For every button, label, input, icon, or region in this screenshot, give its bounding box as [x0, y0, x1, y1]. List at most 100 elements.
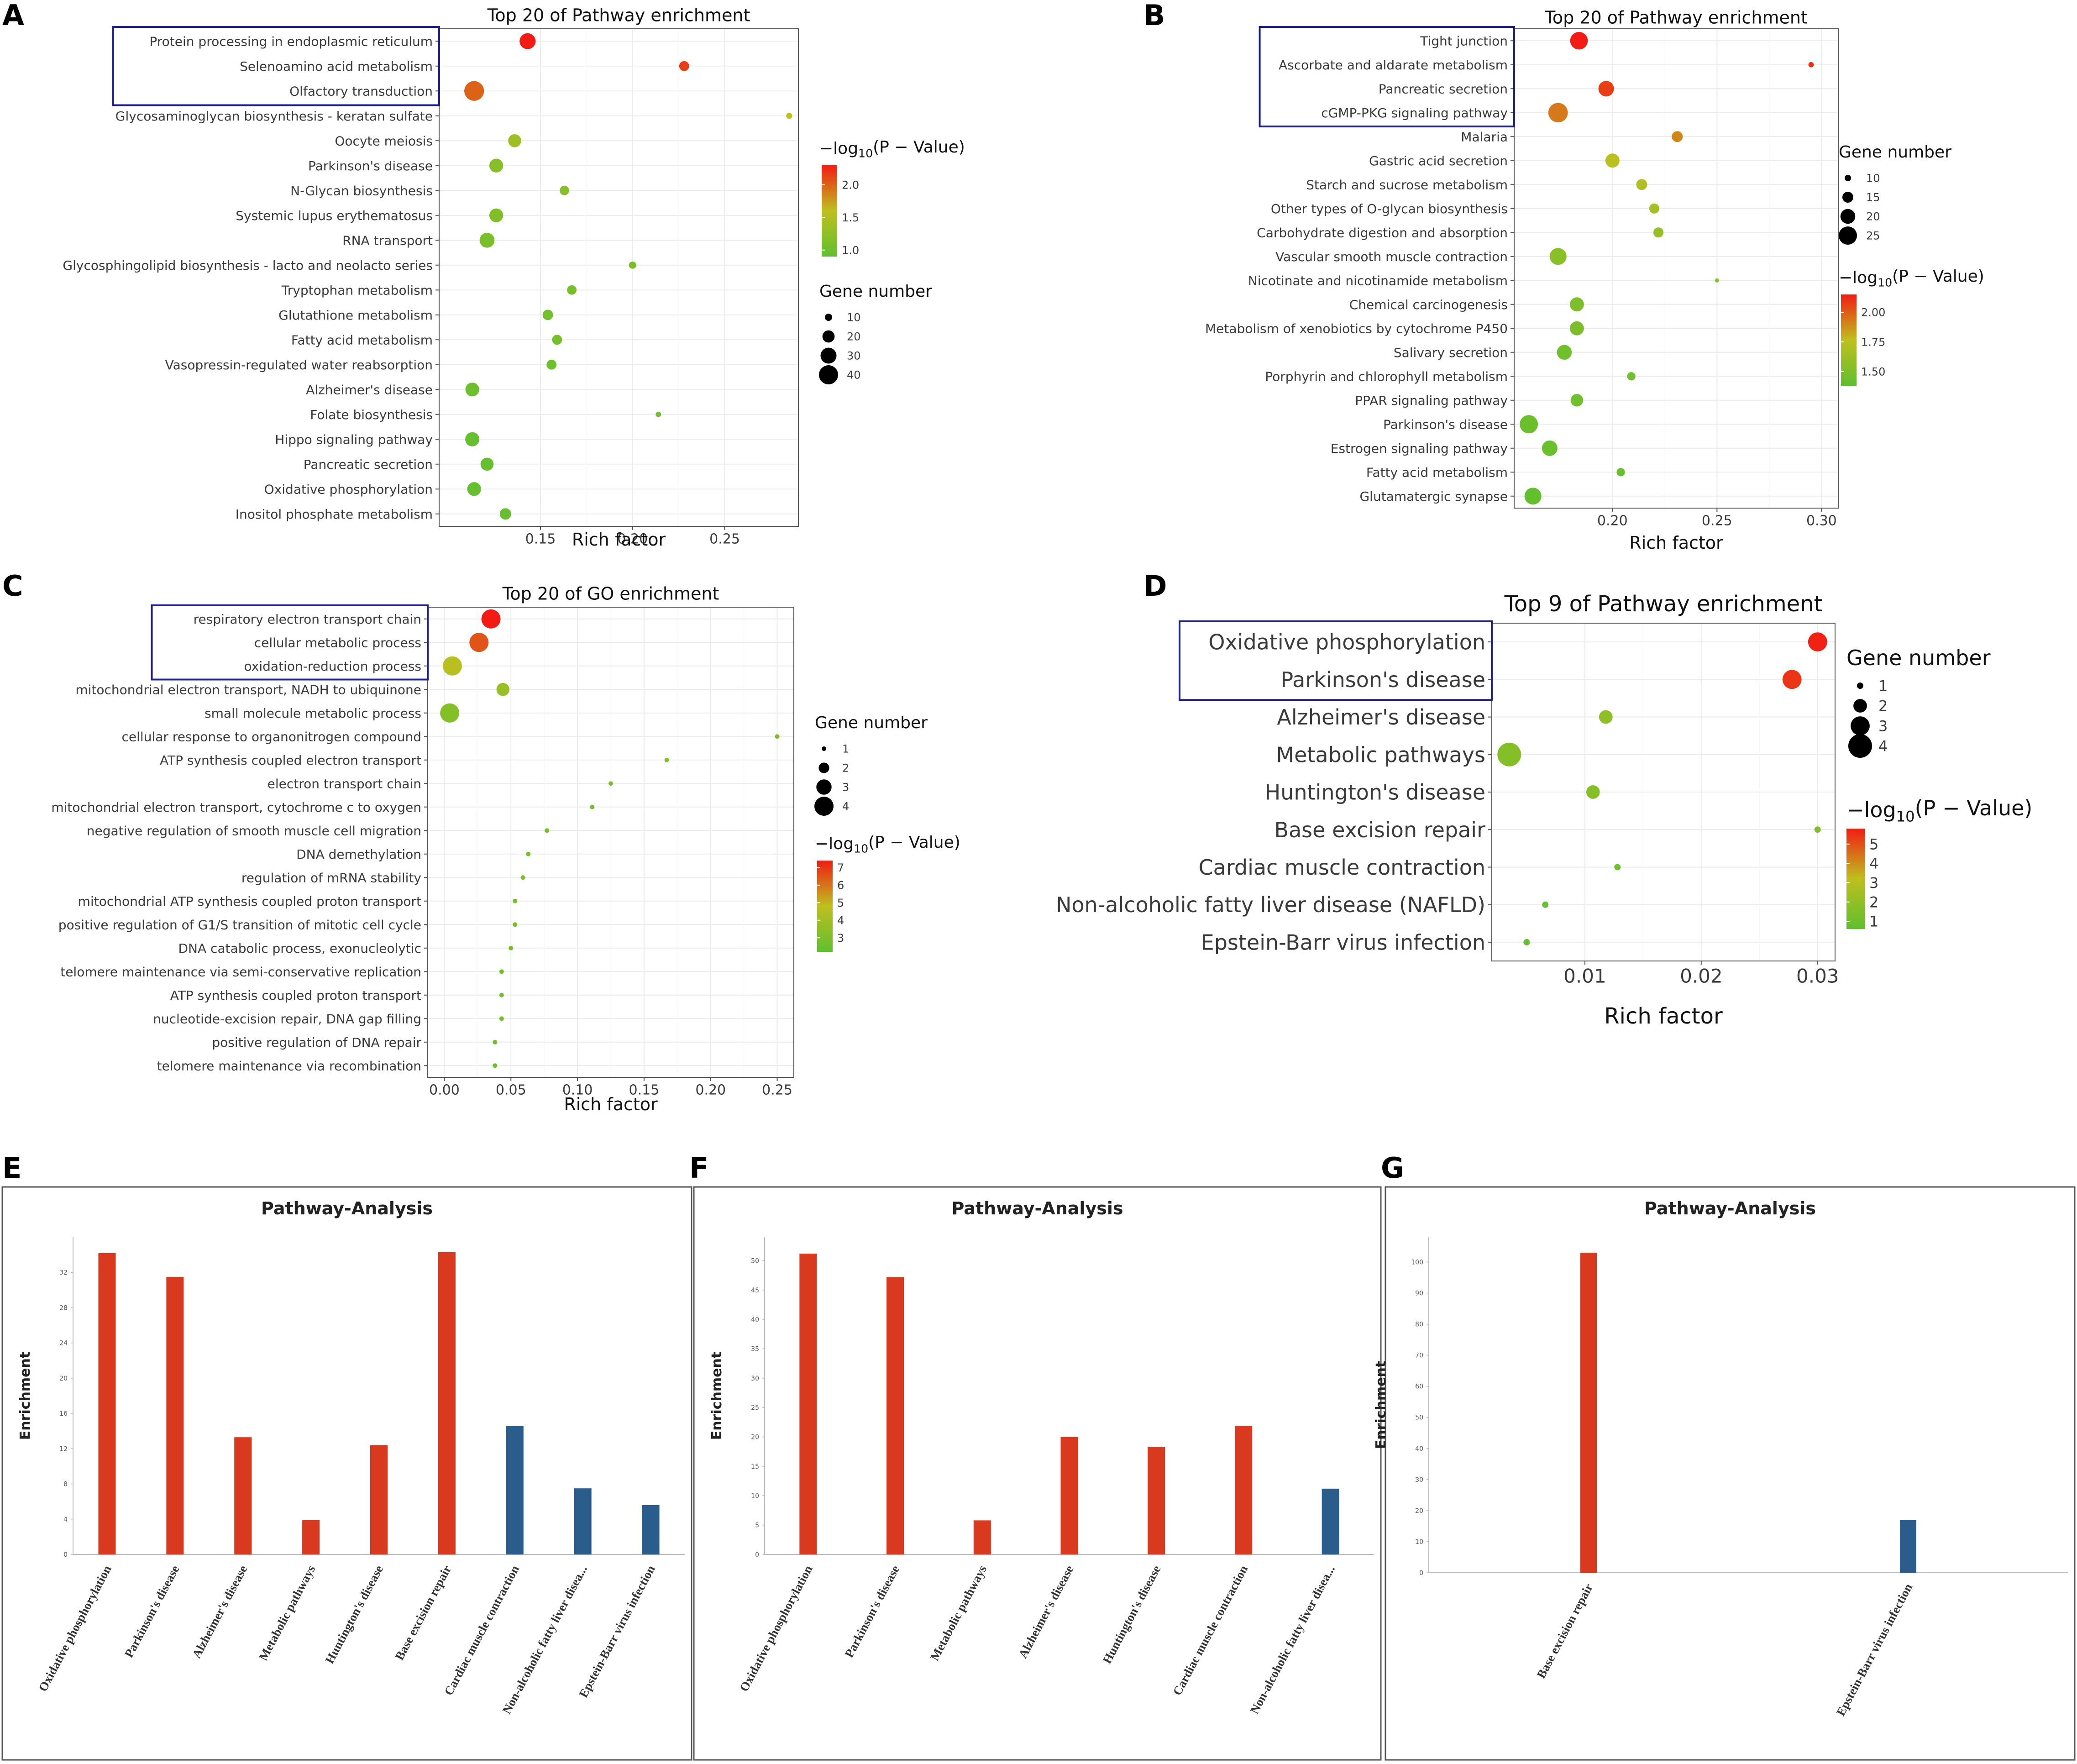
bar	[1060, 1437, 1078, 1554]
data-point	[1569, 297, 1584, 312]
y-axis-label: Enrichment	[17, 1352, 33, 1440]
x-axis-label: Rich factor	[1629, 533, 1723, 553]
category-label: DNA demethylation	[296, 847, 421, 862]
color-tick-label: 7	[837, 861, 844, 874]
category-label: Tryptophan metabolism	[281, 283, 433, 298]
bar	[234, 1437, 252, 1554]
size-legend-dot	[822, 746, 826, 751]
y-tick-label: 5	[755, 1522, 759, 1529]
category-label: Porphyrin and chlorophyll metabolism	[1265, 369, 1508, 384]
size-legend-dot	[814, 797, 834, 816]
panel-letter: F	[689, 1151, 708, 1185]
category-label: Glycosaminoglycan biosynthesis - keratan…	[115, 109, 433, 124]
category-label: Epstein-Barr virus infection	[1201, 930, 1485, 955]
data-point	[493, 1063, 498, 1068]
category-label: Glutathione metabolism	[278, 308, 433, 323]
x-tick-label: 0.25	[762, 1082, 792, 1098]
y-tick-label: 16	[59, 1410, 68, 1418]
data-point	[465, 383, 479, 397]
color-tick-label: 2.0	[842, 178, 859, 191]
category-label: Starch and sucrose metabolism	[1306, 177, 1508, 192]
y-tick-label: 4	[63, 1516, 68, 1523]
category-label: positive regulation of DNA repair	[212, 1035, 421, 1050]
color-tick-label: 5	[837, 897, 844, 909]
data-point	[489, 208, 504, 222]
size-legend-dot	[820, 347, 837, 364]
size-legend-label: 3	[842, 781, 849, 794]
data-point	[1605, 153, 1620, 168]
category-label: Pancreatic secretion	[304, 457, 433, 472]
data-point	[1557, 345, 1572, 360]
size-legend-label: 1	[842, 743, 849, 756]
category-label: Metabolism of xenobiotics by cytochrome …	[1205, 321, 1508, 336]
category-label: Ascorbate and aldarate metabolism	[1279, 58, 1508, 73]
y-tick-label: 90	[1415, 1290, 1423, 1297]
category-label: nucleotide-excision repair, DNA gap fill…	[153, 1011, 421, 1026]
x-tick-label: 0.20	[1597, 513, 1628, 529]
y-tick-label: 30	[1415, 1476, 1423, 1484]
size-legend-dot	[1857, 682, 1863, 689]
y-tick-label: 0	[63, 1551, 68, 1559]
color-legend-title: −log10(P − Value)	[1839, 267, 1984, 289]
data-point	[1549, 248, 1567, 265]
y-tick-label: 24	[59, 1340, 68, 1347]
category-label: mitochondrial electron transport, NADH t…	[75, 682, 421, 697]
category-label: Cardiac muscle contraction	[1198, 855, 1485, 880]
bar	[1900, 1520, 1916, 1573]
size-legend-dot	[1840, 209, 1856, 224]
data-point	[1520, 415, 1538, 434]
data-point	[608, 781, 613, 786]
y-tick-label: 30	[751, 1375, 759, 1382]
category-label: cellular metabolic process	[254, 635, 421, 650]
size-legend-label: 4	[842, 800, 849, 813]
data-point	[509, 945, 514, 950]
y-tick-label: 0	[1419, 1570, 1423, 1577]
category-label: regulation of mRNA stability	[241, 870, 421, 885]
y-tick-label: 40	[1415, 1445, 1423, 1453]
color-bar	[1841, 294, 1857, 386]
x-tick-label: 0.25	[1702, 513, 1732, 529]
size-legend-label: 2	[842, 762, 849, 775]
bar	[302, 1520, 320, 1554]
panel-letter: C	[2, 569, 23, 603]
category-label: ATP synthesis coupled proton transport	[170, 988, 421, 1003]
y-axis-label: Enrichment	[709, 1352, 725, 1440]
category-label: RNA transport	[342, 233, 433, 248]
data-point	[1497, 742, 1521, 766]
color-tick-label: 1.75	[1861, 336, 1885, 349]
data-point	[567, 285, 577, 295]
panel-letter: A	[2, 0, 24, 32]
category-label: Selenoamino acid metabolism	[240, 59, 433, 74]
size-legend-label: 20	[1866, 210, 1880, 223]
size-legend-title: Gene number	[819, 282, 932, 301]
data-point	[1570, 394, 1584, 407]
chart-title: Pathway-Analysis	[1644, 1198, 1816, 1218]
data-point	[552, 335, 562, 345]
size-legend-label: 40	[847, 369, 861, 382]
color-tick-label: 6	[837, 879, 844, 892]
category-label: mitochondrial electron transport, cytoch…	[51, 800, 421, 815]
data-point	[786, 113, 792, 119]
plot-border	[427, 607, 794, 1078]
category-label: Vascular smooth muscle contraction	[1275, 249, 1508, 264]
bar	[1148, 1447, 1165, 1554]
y-tick-label: 100	[1411, 1259, 1423, 1266]
category-label: positive regulation of G1/S transition o…	[58, 917, 421, 932]
bar	[1580, 1253, 1597, 1573]
size-legend-dot	[819, 365, 838, 384]
plot-border	[1514, 28, 1839, 509]
data-point	[1542, 440, 1558, 456]
size-legend-dot	[1848, 734, 1872, 758]
category-label: Hippo signaling pathway	[275, 432, 433, 447]
y-tick-label: 28	[59, 1304, 68, 1312]
category-label: Chemical carcinogenesis	[1349, 297, 1508, 312]
bar	[886, 1277, 904, 1554]
category-label: Systemic lupus erythematosus	[236, 208, 433, 223]
size-legend-dot	[822, 330, 835, 343]
category-label: Glutamatergic synapse	[1359, 489, 1508, 504]
data-point	[590, 804, 595, 809]
data-point	[545, 828, 550, 833]
category-label: oxidation-reduction process	[244, 659, 421, 674]
category-label: respiratory electron transport chain	[194, 612, 421, 627]
